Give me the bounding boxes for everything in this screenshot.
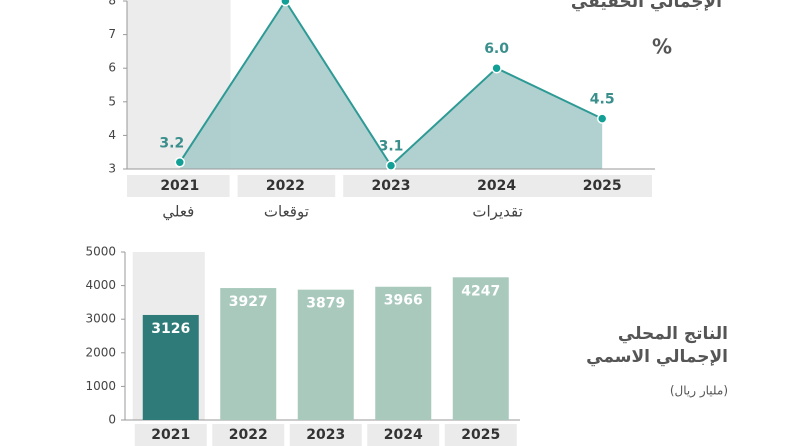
value-label: 3126 — [151, 321, 190, 337]
value-label: 3.1 — [379, 139, 404, 155]
category-box — [343, 175, 652, 197]
category-box — [237, 175, 336, 197]
value-label: 3966 — [384, 293, 423, 309]
category-box — [367, 424, 440, 446]
x-tick-label: 2022 — [266, 178, 305, 194]
chart-title: الإجمالي الحقيقي — [571, 0, 722, 12]
point — [596, 113, 608, 124]
bar — [375, 286, 432, 420]
category-box — [444, 424, 517, 446]
x-tick-label: 2022 — [229, 427, 268, 443]
x-tick-label: 2025 — [461, 427, 500, 443]
area — [179, 1, 603, 169]
y-tick-label: 0 — [108, 413, 116, 427]
y-tick-label: 5 — [108, 94, 116, 108]
chart-title: الناتج المحلي — [618, 324, 728, 344]
x-tick-label: 2023 — [372, 178, 411, 194]
category-box — [289, 424, 362, 446]
point — [385, 160, 397, 171]
y-tick-label: 5000 — [85, 245, 116, 259]
x-tick-label: 2021 — [160, 178, 199, 194]
x-tick-label: 2025 — [583, 178, 622, 194]
category-box — [134, 424, 207, 446]
category-box — [127, 175, 230, 197]
value-label: 3879 — [306, 296, 345, 312]
x-tick-label: 2024 — [384, 427, 423, 443]
y-tick-label: 2000 — [85, 345, 116, 359]
value-label: 4.5 — [590, 92, 615, 108]
y-tick-label: 7 — [108, 27, 116, 41]
x-tick-label: 2021 — [151, 427, 190, 443]
value-label: 3.2 — [159, 135, 184, 151]
chart-title: الإجمالي الاسمي — [586, 347, 728, 367]
y-tick-label: 4 — [108, 128, 116, 142]
value-label: 6.0 — [484, 41, 509, 57]
group-label: فعلي — [162, 203, 194, 222]
bar — [297, 289, 354, 420]
y-tick-label: 3 — [108, 162, 116, 176]
bar — [142, 314, 199, 420]
y-tick-label: 6 — [108, 61, 116, 75]
y-tick-label: 4000 — [85, 278, 116, 292]
bar — [452, 277, 509, 420]
category-box — [212, 424, 285, 446]
point — [174, 157, 186, 168]
chart-subtitle: (مليار ريال) — [670, 384, 728, 399]
value-label: 3927 — [229, 294, 268, 310]
x-tick-label: 2024 — [477, 178, 516, 194]
x-tick-label: 2023 — [306, 427, 345, 443]
y-tick-label: 1000 — [85, 379, 116, 393]
group-label: تقديرات — [472, 203, 522, 221]
y-tick-label: 3000 — [85, 312, 116, 326]
point — [491, 62, 502, 74]
group-label: توقعات — [264, 203, 309, 221]
value-label: 4247 — [461, 283, 500, 299]
point — [280, 0, 291, 7]
y-tick-label: 8 — [108, 0, 116, 8]
bar — [220, 288, 277, 420]
unit-label: % — [652, 35, 672, 59]
